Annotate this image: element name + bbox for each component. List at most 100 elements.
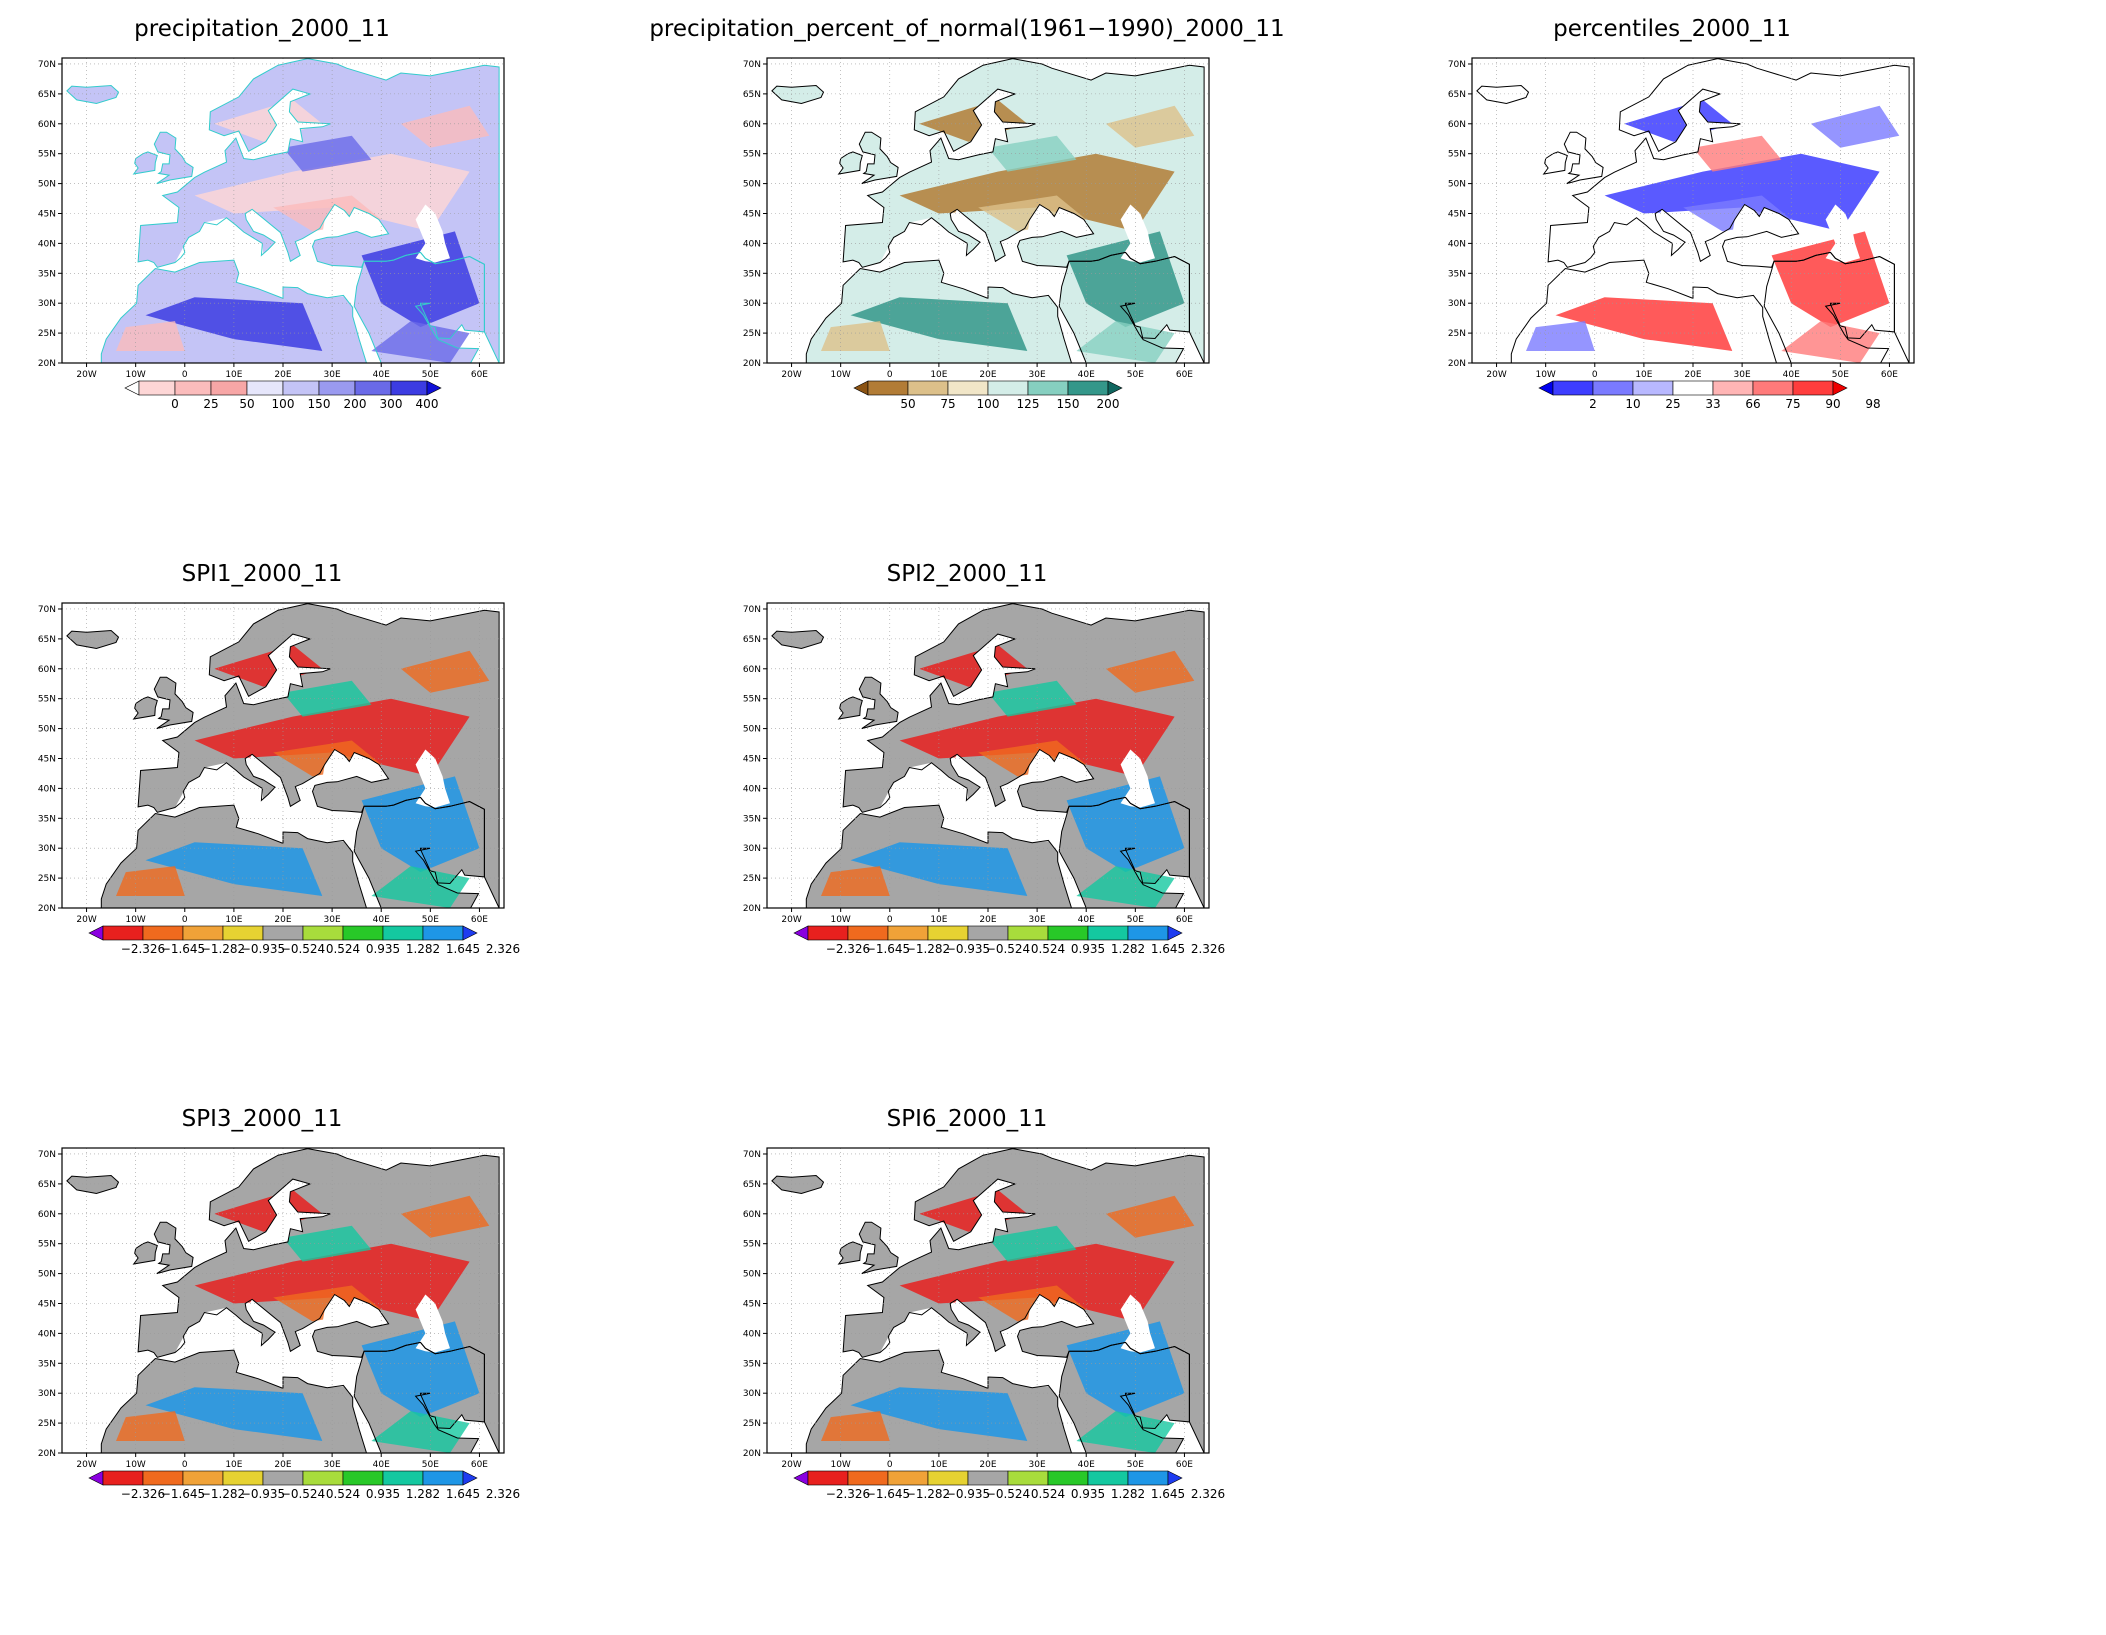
lat-tick-label: 20N — [743, 1449, 761, 1459]
colorbar-swatch — [422, 1470, 464, 1486]
colorbar-arrow-high — [1832, 380, 1848, 396]
lon-tick-label: 50E — [422, 370, 439, 380]
lon-tick-label: 0 — [182, 915, 188, 925]
colorbar-swatch — [1792, 380, 1834, 396]
colorbar-label: 75 — [1785, 397, 1800, 411]
panel-spi1: SPI1_2000_11 70N 65N 60N 55N 50N 45N 40N 35N 30N 2… — [0, 545, 705, 1090]
lat-tick-label: 25N — [743, 874, 761, 884]
lon-tick-label: 10W — [125, 1460, 145, 1470]
colorbar-swatch — [342, 1470, 384, 1486]
lat-tick-label: 50N — [1448, 180, 1466, 190]
colorbar-label: 0.935 — [1071, 942, 1105, 956]
lat-tick-label: 50N — [743, 180, 761, 190]
colorbar-label: −2.326 — [121, 942, 165, 956]
colorbar-swatch — [354, 380, 392, 396]
field-anomaly-moderate — [116, 1411, 185, 1441]
lon-tick-label: 0 — [182, 1460, 188, 1470]
colorbar-swatch — [927, 1470, 969, 1486]
lat-tick-label: 20N — [1448, 359, 1466, 369]
lat-tick-label: 40N — [743, 1329, 761, 1339]
lon-tick-label: 10W — [830, 370, 850, 380]
colorbar-arrow-high — [1167, 1470, 1183, 1486]
lat-tick-label: 70N — [38, 605, 56, 615]
coastline-iceland — [66, 629, 120, 650]
lon-tick-label: 10W — [830, 1460, 850, 1470]
field-anomaly-high — [1771, 231, 1890, 328]
field-anomaly-moderate — [988, 680, 1077, 717]
colorbar-label: −1.282 — [201, 1487, 245, 1501]
colorbar-arrow-high — [462, 1470, 478, 1486]
coastline-ireland — [837, 151, 863, 175]
colorbar-arrow-low — [88, 1470, 104, 1486]
field-anomaly-high — [361, 776, 480, 873]
colorbar-swatch — [1047, 1470, 1089, 1486]
colorbar-swatch — [1007, 925, 1049, 941]
colorbar-swatch — [1127, 1470, 1169, 1486]
colorbar-label: 33 — [1705, 397, 1720, 411]
colorbar-label: 1.645 — [446, 942, 480, 956]
colorbar-swatch — [382, 925, 424, 941]
lon-tick-label: 20E — [979, 1460, 996, 1470]
colorbar-swatch — [947, 380, 989, 396]
lat-tick-label: 40N — [38, 1329, 56, 1339]
field-anomaly-moderate — [283, 680, 372, 717]
lat-tick-label: 50N — [38, 725, 56, 735]
field-anomaly-high — [899, 698, 1175, 777]
lon-tick-label: 10E — [930, 1460, 947, 1470]
map-figure: precipitation_2000_11 70N 65N 60N 55N 50N 45N 4… — [38, 16, 505, 411]
lat-tick-label: 55N — [38, 150, 56, 160]
colorbar-label: −1.282 — [906, 1487, 950, 1501]
lat-tick-label: 70N — [38, 1150, 56, 1160]
colorbar-swatch — [887, 1470, 929, 1486]
colorbar-label: 150 — [1057, 397, 1080, 411]
map-figure: SPI3_2000_11 70N 65N 60N 55N 50N 45N 40N 35N 30N 2… — [38, 1106, 520, 1501]
panel-title: SPI2_2000_11 — [887, 561, 1048, 587]
lat-tick-label: 50N — [38, 180, 56, 190]
coastline-ireland — [132, 151, 158, 175]
lon-tick-label: 60E — [1881, 370, 1898, 380]
colorbar-swatch — [174, 380, 212, 396]
field-anomaly-high — [899, 1243, 1175, 1322]
sea-black — [322, 749, 389, 783]
lat-tick-label: 60N — [38, 1210, 56, 1220]
lat-tick-label: 35N — [38, 814, 56, 824]
colorbar-swatch — [222, 925, 264, 941]
lon-tick-label: 20E — [274, 370, 291, 380]
lat-tick-label: 55N — [743, 150, 761, 160]
colorbar-label: 100 — [977, 397, 1000, 411]
colorbar-arrow-high — [426, 380, 442, 396]
land-field-britain — [154, 132, 194, 184]
colorbar-label: −0.935 — [946, 1487, 990, 1501]
sea-caspian — [1120, 204, 1155, 263]
colorbar-label: 125 — [1017, 397, 1040, 411]
lon-tick-label: 0 — [887, 915, 893, 925]
colorbar-arrow-low — [853, 380, 869, 396]
lat-tick-label: 35N — [743, 1359, 761, 1369]
field-anomaly-moderate — [1076, 866, 1175, 908]
colorbar-label: −1.645 — [161, 1487, 205, 1501]
colorbar-label: −2.326 — [826, 1487, 870, 1501]
colorbar-swatch — [102, 1470, 144, 1486]
lat-tick-label: 50N — [743, 1270, 761, 1280]
land-field-ireland — [838, 696, 863, 719]
colorbar-label: 2.326 — [1191, 1487, 1225, 1501]
lon-tick-label: 20E — [274, 1460, 291, 1470]
colorbar-arrow-low — [124, 380, 140, 396]
colorbar-label: 150 — [308, 397, 331, 411]
colorbar-label: 0.935 — [366, 1487, 400, 1501]
sea-black — [1027, 749, 1094, 783]
lon-tick-label: 30E — [324, 1460, 341, 1470]
colorbar-swatch — [142, 925, 184, 941]
colorbar-swatch — [1067, 380, 1109, 396]
lat-tick-label: 60N — [743, 120, 761, 130]
lon-tick-label: 10E — [1635, 370, 1652, 380]
colorbar-label: 0 — [171, 397, 179, 411]
field-anomaly-moderate — [371, 1411, 470, 1453]
lat-tick-label: 70N — [38, 60, 56, 70]
colorbar-label: −1.645 — [161, 942, 205, 956]
lat-tick-label: 30N — [38, 844, 56, 854]
colorbar-swatch — [1087, 925, 1129, 941]
lon-tick-label: 20E — [274, 915, 291, 925]
lat-tick-label: 25N — [38, 1419, 56, 1429]
lat-tick-label: 40N — [38, 239, 56, 249]
